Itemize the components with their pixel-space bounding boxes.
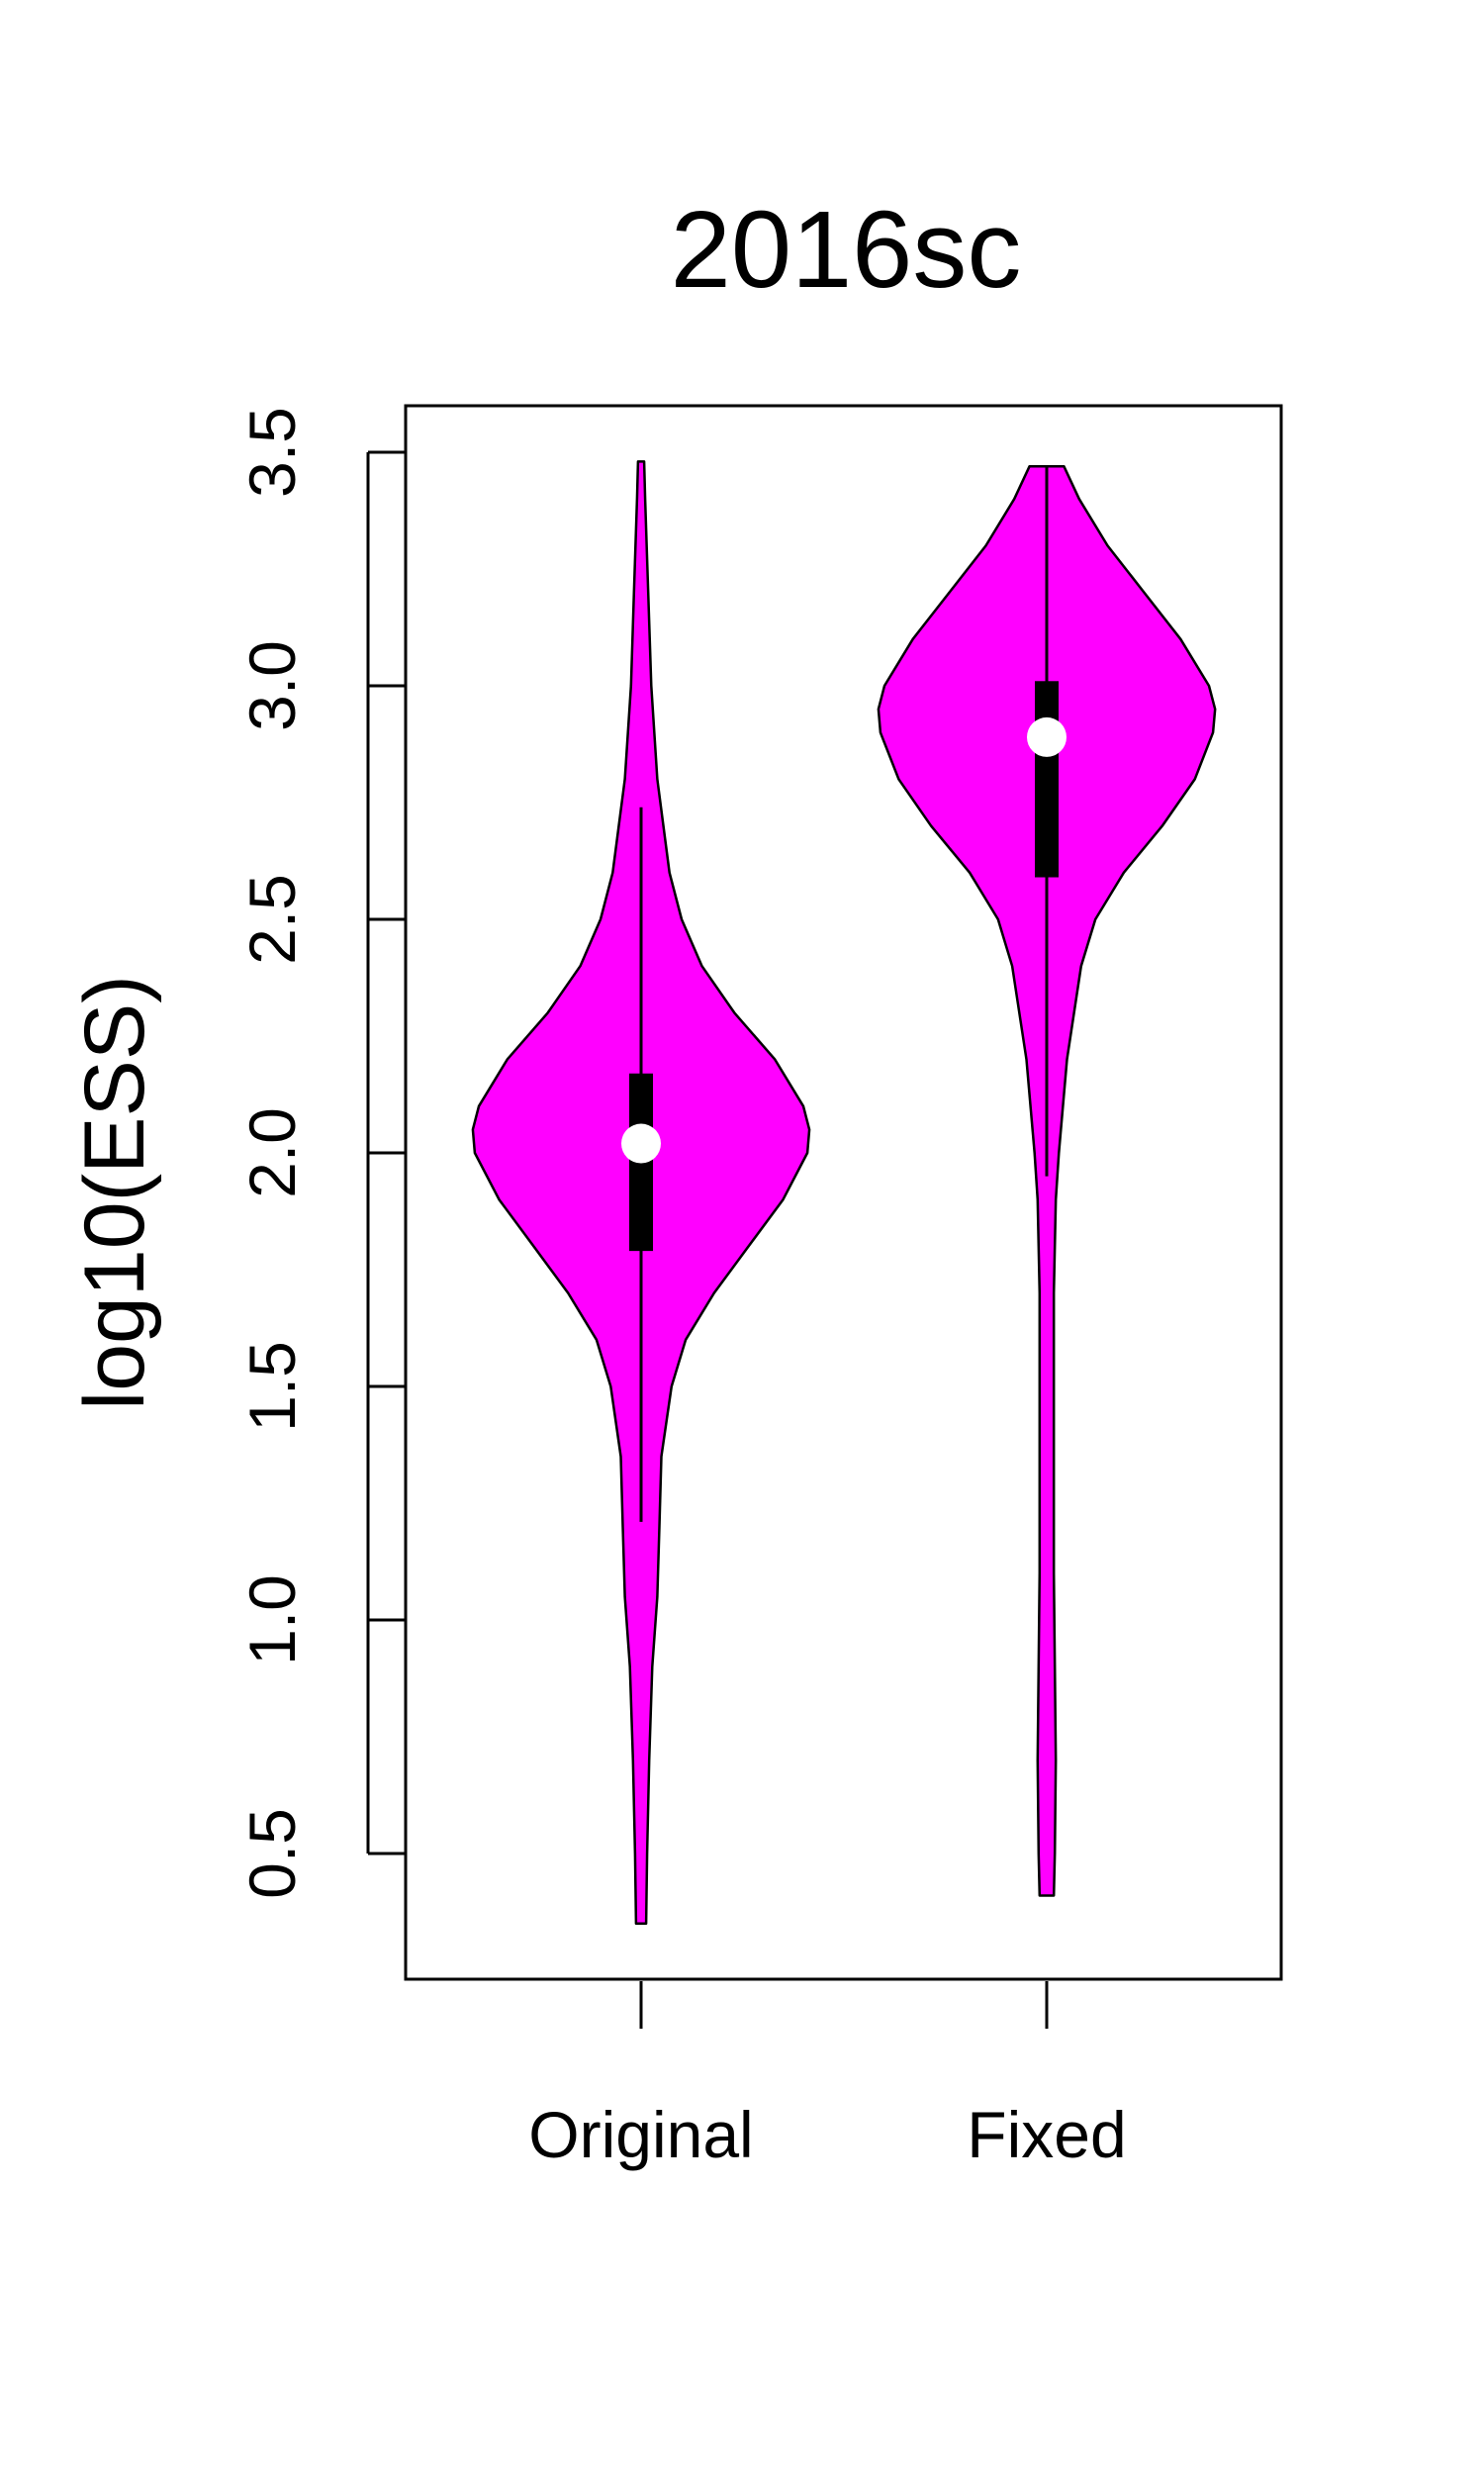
- violin-fixed: [877, 464, 1217, 1897]
- plot-frame: [404, 404, 1283, 1981]
- y-tick-label: 1.5: [235, 1341, 309, 1432]
- chart-title: 2016sc: [671, 189, 1022, 311]
- y-tick-label: 0.5: [235, 1808, 309, 1899]
- violins-group: [471, 460, 1217, 1926]
- y-tick-label: 2.0: [235, 1107, 309, 1198]
- y-tick-label: 1.0: [235, 1574, 309, 1665]
- y-tick-label: 2.5: [235, 874, 309, 965]
- boxes-group: [621, 466, 1067, 1522]
- x-axis: Original Fixed: [528, 1981, 1127, 2171]
- median-point-original: [621, 1123, 661, 1164]
- y-axis: 0.5 1.0 1.5 2.0 2.5 3.0 3.5: [235, 407, 406, 1899]
- y-tick-label: 3.0: [235, 640, 309, 731]
- x-tick-label: Original: [528, 2098, 753, 2171]
- y-axis-title: log10(ESS): [67, 975, 162, 1410]
- median-point-fixed: [1027, 716, 1067, 757]
- x-tick-label: Fixed: [967, 2098, 1126, 2171]
- iqr-box-fixed: [1035, 681, 1059, 878]
- y-tick-label: 3.5: [235, 407, 309, 498]
